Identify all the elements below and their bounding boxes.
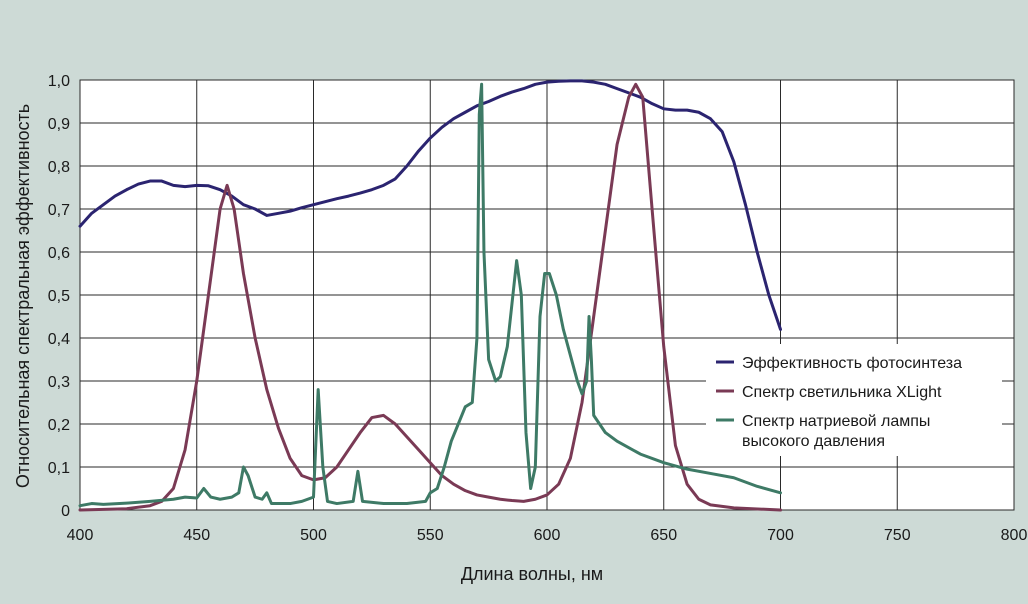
y-tick-label: 0,9 <box>48 116 70 133</box>
series-layer <box>78 79 782 512</box>
y-tick-label: 0,6 <box>48 245 70 262</box>
x-axis-label: Длина волны, нм <box>461 564 603 584</box>
y-tick-label: 0,5 <box>48 288 70 305</box>
y-tick-label: 0,2 <box>48 417 70 434</box>
x-tick-label: 450 <box>183 527 210 544</box>
x-tick-label: 600 <box>534 527 561 544</box>
x-tick-label: 650 <box>650 527 677 544</box>
y-tick-label: 0 <box>61 503 70 520</box>
y-tick-label: 0,3 <box>48 374 70 391</box>
series-line-2 <box>78 82 782 512</box>
series-line-1 <box>78 79 782 331</box>
x-tick-label: 550 <box>417 527 444 544</box>
legend-background <box>706 344 1002 456</box>
x-tick-label: 800 <box>1001 527 1028 544</box>
ticks: 400 450 500 550 600 650 700 750 800 0 0,1 0,2 0,3 0,4… <box>48 73 1028 544</box>
legend-label-1: Эффективность фотосинтеза <box>742 355 962 372</box>
x-tick-label: 500 <box>300 527 327 544</box>
series-line-3 <box>78 82 782 508</box>
y-tick-label: 0,4 <box>48 331 70 348</box>
x-tick-label: 400 <box>67 527 94 544</box>
x-tick-label: 750 <box>884 527 911 544</box>
legend-label-3: Спектр натриевой лампы <box>742 413 930 430</box>
y-tick-label: 0,1 <box>48 460 70 477</box>
x-tick-label: 700 <box>767 527 794 544</box>
legend-label-2: Спектр светильника XLight <box>742 384 942 401</box>
y-tick-label: 0,7 <box>48 202 70 219</box>
y-axis-label: Относительная спектральная эффективность <box>13 104 33 488</box>
y-tick-label: 0,8 <box>48 159 70 176</box>
legend-label-3: высокого давления <box>742 433 885 450</box>
y-tick-label: 1,0 <box>48 73 70 90</box>
plot-frame <box>79 79 1015 511</box>
legend: Эффективность фотосинтеза Спектр светильн… <box>706 344 1002 456</box>
